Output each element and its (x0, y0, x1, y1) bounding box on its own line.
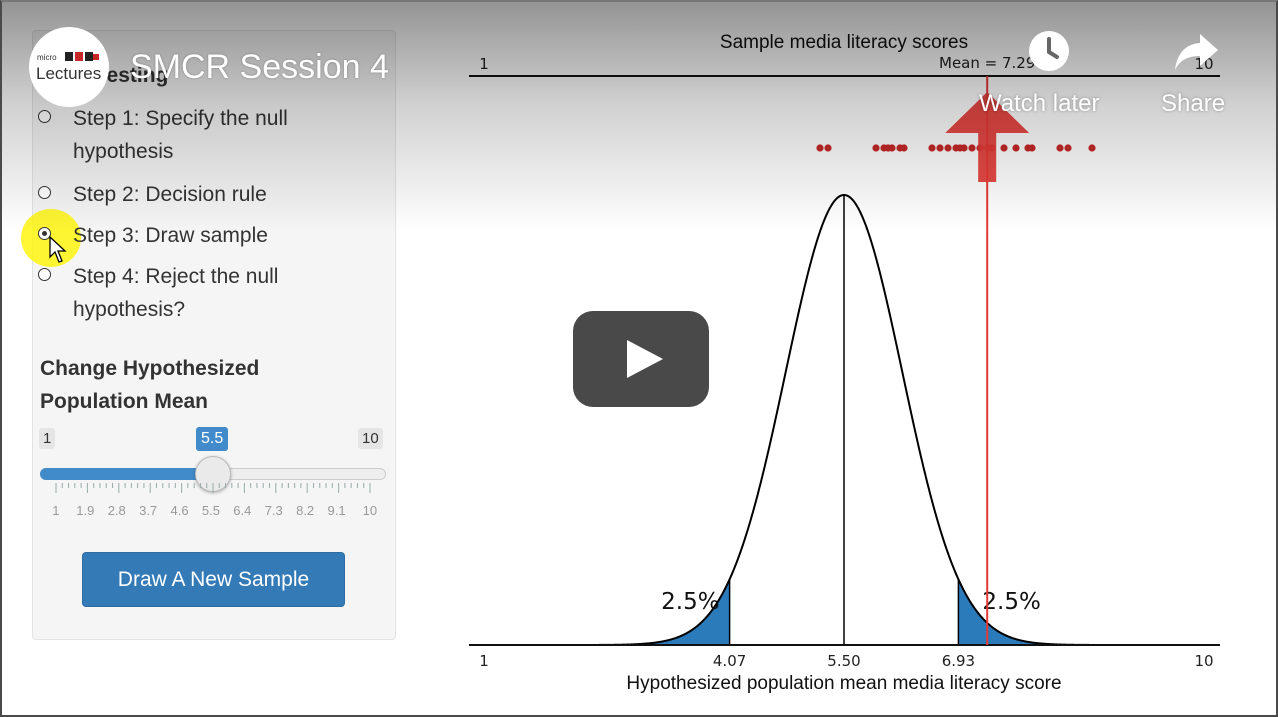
logo-micro-text: micro (37, 53, 57, 62)
sample-point (1056, 144, 1064, 152)
logo-marks-icon (65, 52, 99, 61)
right-tail-label: 2.5% (982, 589, 1040, 615)
video-title[interactable]: SMCR Session 4 (130, 48, 389, 86)
logo-lectures-text: Lectures (36, 64, 102, 83)
channel-logo[interactable]: micro Lectures (29, 27, 109, 107)
slider-min-label: 1 (39, 428, 56, 449)
sample-axis-tick-label: 1 (479, 55, 489, 73)
step-2-radio[interactable] (38, 186, 51, 199)
left-tail-area (484, 579, 730, 645)
slider-ticks (55, 483, 371, 493)
step-1-label: Step 1: Specify the null hypothesis (73, 107, 288, 163)
clock-icon[interactable] (1027, 29, 1071, 73)
sample-point (936, 144, 944, 152)
sample-axis-tick-label: 10 (1194, 55, 1213, 73)
sample-point (968, 144, 976, 152)
slider-grid-label: 7.3 (264, 503, 283, 518)
distribution-tick-label: 5.50 (827, 652, 860, 670)
step-2-label: Step 2: Decision rule (73, 183, 267, 206)
sample-point (872, 144, 880, 152)
slider-grid-label: 1 (52, 503, 60, 518)
right-tail-area (958, 579, 1204, 645)
sample-point (1000, 144, 1008, 152)
share-button[interactable]: Share (1161, 90, 1226, 117)
slider-grid-label: 10 (362, 503, 378, 518)
slider-grid-label: 2.8 (107, 503, 126, 518)
watch-later-button[interactable]: Watch later (979, 90, 1100, 117)
step-4-radio[interactable] (38, 268, 51, 281)
slider-grid-label: 5.5 (201, 503, 220, 518)
share-icon[interactable] (1174, 32, 1220, 72)
slider-max-label: 10 (358, 428, 383, 449)
slider-value-label: 5.5 (196, 427, 229, 451)
mouse-cursor-icon (49, 236, 67, 263)
section-title: Change Hypothesized Population Mean (40, 357, 260, 413)
distribution-tick-label: 1 (479, 652, 489, 670)
sample-mean-arrow-icon (945, 92, 1030, 182)
sample-point (1064, 144, 1072, 152)
step-1-radio[interactable] (38, 110, 51, 123)
sample-point (944, 144, 952, 152)
slider-grid-label: 4.6 (170, 503, 189, 518)
sample-point (824, 144, 832, 152)
sample-point (816, 144, 824, 152)
sample-chart-title: Sample media literacy scores (720, 32, 968, 53)
slider-grid-label: 8.2 (296, 503, 315, 518)
sample-point (1012, 144, 1020, 152)
draw-new-sample-button[interactable]: Draw A New Sample (82, 552, 345, 607)
play-button[interactable] (573, 311, 709, 407)
slider-grid-label: 6.4 (233, 503, 252, 518)
step-4-label: Step 4: Reject the null hypothesis? (73, 265, 279, 321)
slider-grid-label: 9.1 (327, 503, 346, 518)
left-tail-label: 2.5% (661, 589, 719, 615)
slider-grid-label: 1.9 (76, 503, 95, 518)
slider-grid-label: 3.7 (139, 503, 158, 518)
sample-point (888, 144, 896, 152)
sample-point (1028, 144, 1036, 152)
control-panel (32, 30, 396, 640)
distribution-tick-label: 10 (1194, 652, 1213, 670)
step-3-label: Step 3: Draw sample (73, 224, 268, 247)
step-3-radio[interactable] (38, 227, 51, 240)
slider-fill (40, 468, 213, 480)
sample-point (928, 144, 936, 152)
sample-point (960, 144, 968, 152)
sample-point (900, 144, 908, 152)
distribution-x-axis-label: Hypothesized population mean media liter… (626, 673, 1061, 694)
distribution-tick-label: 4.07 (713, 652, 746, 670)
distribution-tick-label: 6.93 (942, 652, 975, 670)
sample-mean-label: Mean = 7.29 (939, 54, 1035, 72)
sample-point (1088, 144, 1096, 152)
